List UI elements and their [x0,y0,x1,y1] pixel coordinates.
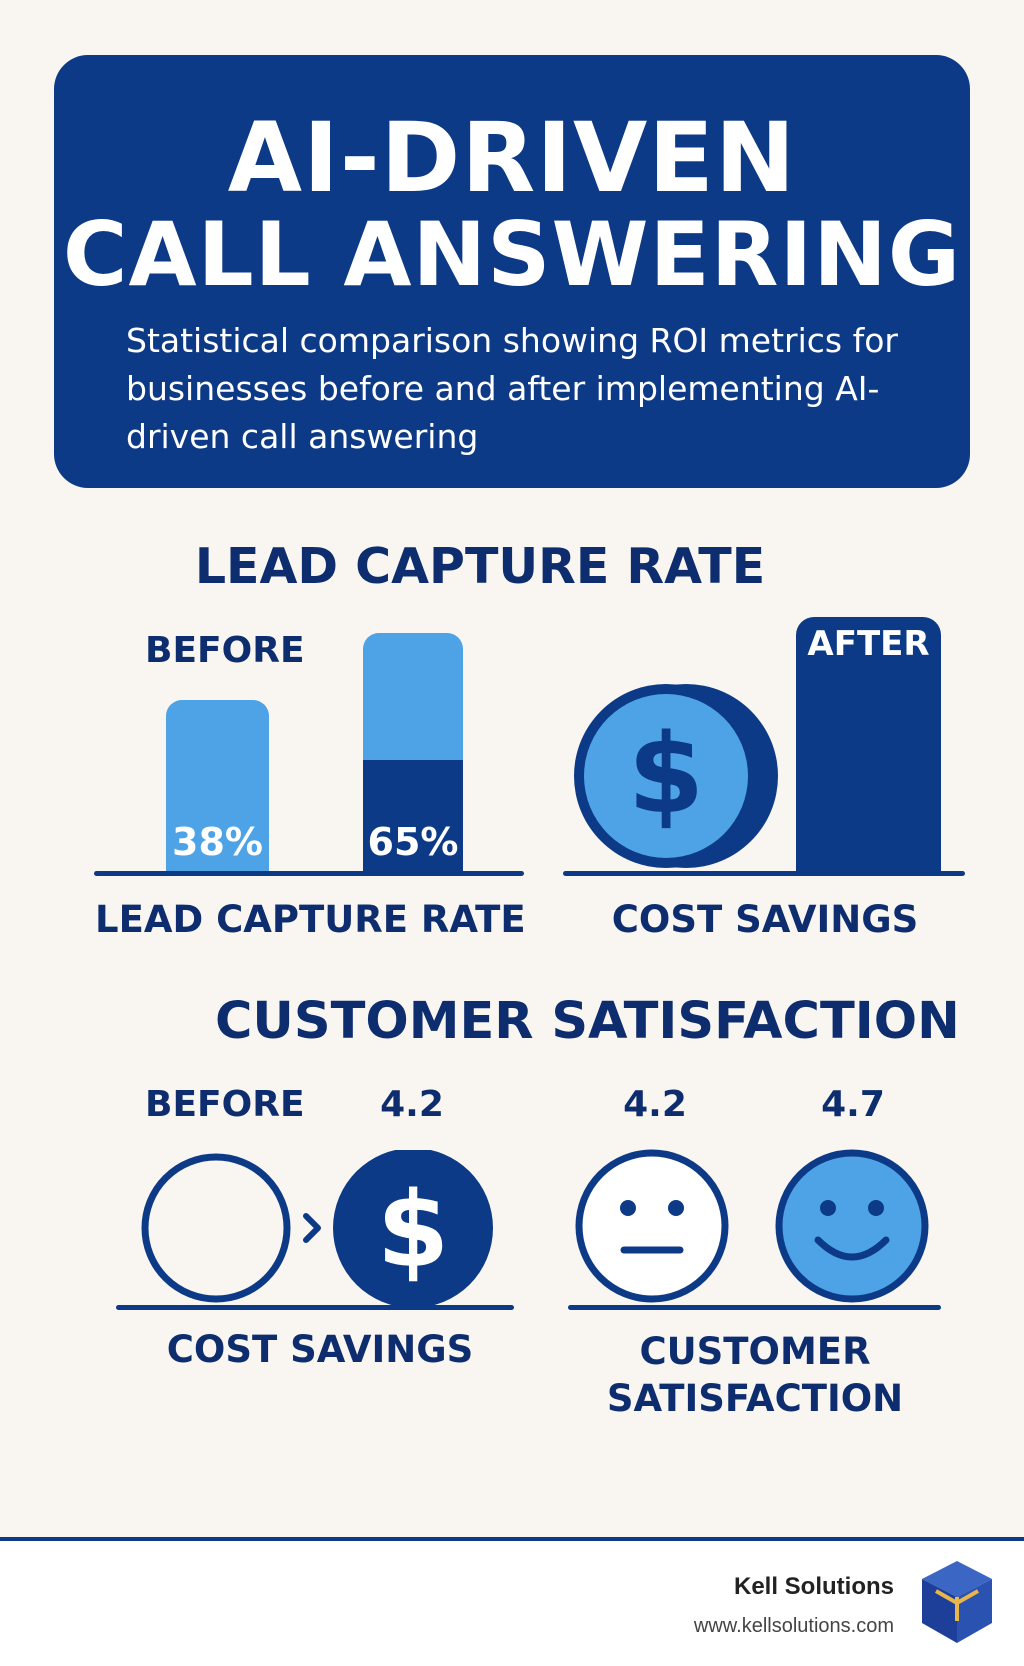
svg-text:$: $ [377,1169,449,1291]
after-value: 65% [367,820,459,864]
subtitle: Statistical comparison showing ROI metri… [126,321,898,456]
customer-satisfaction-caption: CUSTOMER SATISFACTION [560,1328,950,1422]
after-label: AFTER [807,624,930,664]
lead-capture-caption: LEAD CAPTURE RATE [95,898,526,941]
after-bar-fill [363,760,463,874]
satisfaction-faces [570,1148,940,1308]
neutral-face-icon [575,1149,729,1303]
dollar-coin-icon: $ [568,680,788,880]
brand-url: www.kellsolutions.com [693,1615,894,1637]
neutral-value: 4.2 [623,1084,687,1125]
cost-baseline [563,871,965,876]
satisfaction-baseline [568,1305,941,1310]
caption-line-2: SATISFACTION [606,1377,904,1420]
lead-capture-heading: LEAD CAPTURE RATE [194,538,766,595]
caption-line-1: CUSTOMER [639,1330,871,1373]
customer-satisfaction-heading: CUSTOMER SATISFACTION [215,992,960,1051]
cube-logo-icon [918,1557,996,1649]
cost-savings-caption-2: COST SAVINGS [166,1328,474,1371]
before-label: BEFORE [145,630,305,671]
cost-savings-caption: COST SAVINGS [611,898,919,941]
before-bar [166,700,269,874]
brand-name: Kell Solutions [733,1573,894,1600]
cost-comparison-icons: $ [138,1148,498,1310]
header-banner: AI-DRIVEN CALL ANSWERING Statistical com… [54,55,970,488]
after-bar-dark [796,617,941,874]
footer-divider [0,1537,1024,1541]
title-line-2: CALL ANSWERING [62,203,962,306]
cost-value: 4.2 [380,1084,444,1125]
before-value: 38% [172,820,263,864]
footer: Kell Solutions www.kellsolutions.com [0,1541,1024,1666]
before-label-2: BEFORE [145,1084,305,1125]
svg-text:$: $ [628,710,705,838]
smiley-face-icon [775,1149,929,1303]
title-line-1: AI-DRIVEN [227,102,797,214]
cost-baseline-2 [116,1305,514,1310]
happy-value: 4.7 [821,1084,885,1125]
lead-baseline [94,871,524,876]
